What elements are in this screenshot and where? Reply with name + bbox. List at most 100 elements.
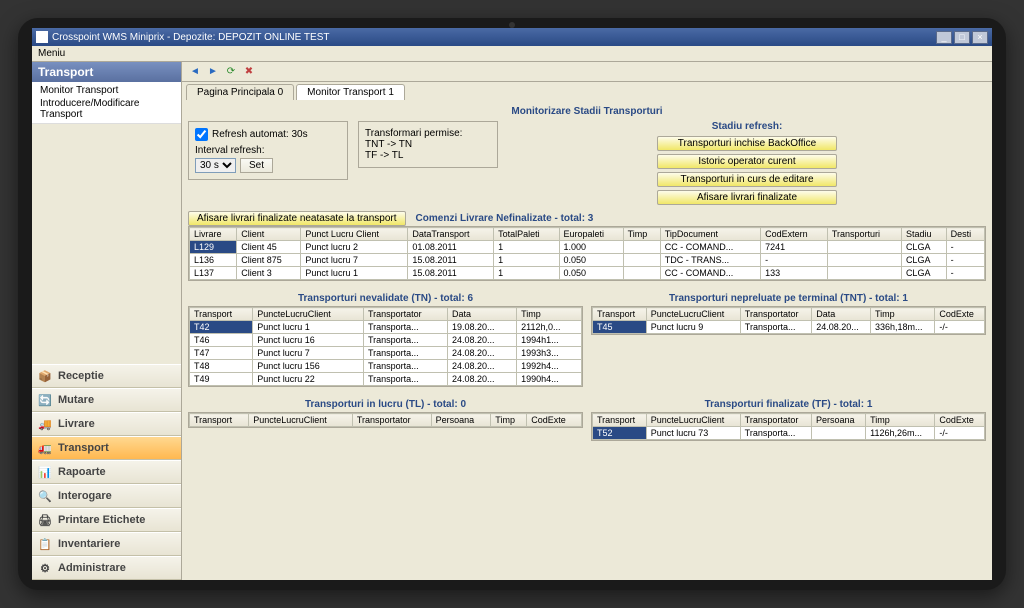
nav-icon: 📋 xyxy=(38,537,52,551)
transform-group: Transformari permise: TNT -> TN TF -> TL xyxy=(358,121,498,168)
column-header[interactable]: CodExte xyxy=(935,308,985,321)
column-header[interactable]: Timp xyxy=(517,308,582,321)
table-row[interactable]: T52Punct lucru 73Transporta...1126h,26m.… xyxy=(593,427,985,440)
column-header[interactable]: PuncteLucruClient xyxy=(249,414,353,427)
column-header[interactable]: PuncteLucruClient xyxy=(646,414,740,427)
close-button[interactable]: × xyxy=(972,31,988,44)
nav-item-transport[interactable]: 🚛Transport xyxy=(32,436,181,460)
column-header[interactable]: Timp xyxy=(870,308,934,321)
forward-icon[interactable]: ► xyxy=(206,65,220,79)
column-header[interactable]: CodExte xyxy=(527,414,582,427)
tn-title: Transporturi nevalidate (TN) - total: 6 xyxy=(188,293,583,304)
column-header[interactable]: Desti xyxy=(946,228,984,241)
nav-item-printare-etichete[interactable]: 🖨Printare Etichete xyxy=(32,508,181,532)
table-cell xyxy=(623,267,660,280)
table-cell: T48 xyxy=(190,360,253,373)
column-header[interactable]: Europaleti xyxy=(559,228,623,241)
column-header[interactable]: PuncteLucruClient xyxy=(253,308,364,321)
status-button[interactable]: Afisare livrari finalizate xyxy=(657,190,837,205)
column-header[interactable]: Timp xyxy=(491,414,527,427)
table-cell xyxy=(827,254,901,267)
afisare-livrari-button[interactable]: Afisare livrari finalizate neatasate la … xyxy=(188,211,406,226)
column-header[interactable]: Transport xyxy=(190,414,249,427)
nav-item-inventariere[interactable]: 📋Inventariere xyxy=(32,532,181,556)
sidebar-tree: Monitor Transport Introducere/Modificare… xyxy=(32,82,181,124)
status-button[interactable]: Transporturi in curs de editare xyxy=(657,172,837,187)
column-header[interactable]: CodExte xyxy=(935,414,985,427)
tf-grid[interactable]: TransportPuncteLucruClientTransportatorP… xyxy=(592,413,985,440)
column-header[interactable]: Transport xyxy=(190,308,253,321)
column-header[interactable]: Transportator xyxy=(352,414,431,427)
nav-item-livrare[interactable]: 🚚Livrare xyxy=(32,412,181,436)
table-cell: - xyxy=(946,254,984,267)
maximize-button[interactable]: □ xyxy=(954,31,970,44)
table-row[interactable]: T45Punct lucru 9Transporta...24.08.20...… xyxy=(593,321,985,334)
stop-icon[interactable]: ✖ xyxy=(242,65,256,79)
table-row[interactable]: T47Punct lucru 7Transporta...24.08.20...… xyxy=(190,347,582,360)
column-header[interactable]: CodExtern xyxy=(761,228,828,241)
nav-item-mutare[interactable]: 🔄Mutare xyxy=(32,388,181,412)
column-header[interactable]: TipDocument xyxy=(660,228,760,241)
minimize-button[interactable]: _ xyxy=(936,31,952,44)
tree-item-monitor[interactable]: Monitor Transport xyxy=(32,84,181,97)
table-cell xyxy=(623,254,660,267)
column-header[interactable]: Persoana xyxy=(431,414,491,427)
tab-monitor-transport[interactable]: Monitor Transport 1 xyxy=(296,84,405,100)
back-icon[interactable]: ◄ xyxy=(188,65,202,79)
column-header[interactable]: Livrare xyxy=(190,228,237,241)
nav-label: Administrare xyxy=(58,562,126,574)
nav-label: Mutare xyxy=(58,394,94,406)
column-header[interactable]: Stadiu xyxy=(901,228,946,241)
tab-pagina-principala[interactable]: Pagina Principala 0 xyxy=(186,84,294,100)
table-row[interactable]: T46Punct lucru 16Transporta...24.08.20..… xyxy=(190,334,582,347)
status-button[interactable]: Transporturi inchise BackOffice xyxy=(657,136,837,151)
set-button[interactable]: Set xyxy=(240,158,273,173)
table-row[interactable]: L137Client 3Punct lucru 115.08.201110.05… xyxy=(190,267,985,280)
nav-item-interogare[interactable]: 🔍Interogare xyxy=(32,484,181,508)
column-header[interactable]: DataTransport xyxy=(408,228,494,241)
column-header[interactable]: Transporturi xyxy=(827,228,901,241)
window-controls: _ □ × xyxy=(936,31,988,44)
column-header[interactable]: Persoana xyxy=(812,414,866,427)
table-cell: CLGA xyxy=(901,241,946,254)
refresh-auto-checkbox[interactable] xyxy=(195,128,208,141)
interval-select[interactable]: 30 s xyxy=(195,158,236,173)
comenzi-grid[interactable]: LivrareClientPunct Lucru ClientDataTrans… xyxy=(189,227,985,280)
tree-item-introducere[interactable]: Introducere/Modificare Transport xyxy=(32,97,181,121)
column-header[interactable]: Transport xyxy=(593,308,647,321)
column-header[interactable]: Client xyxy=(237,228,301,241)
status-area: Stadiu refresh: Transporturi inchise Bac… xyxy=(508,121,986,205)
column-header[interactable]: Timp xyxy=(623,228,660,241)
comenzi-grid-wrap: LivrareClientPunct Lucru ClientDataTrans… xyxy=(188,226,986,281)
table-cell: Transporta... xyxy=(363,347,447,360)
table-cell: Punct lucru 7 xyxy=(253,347,364,360)
tnt-grid[interactable]: TransportPuncteLucruClientTransportatorD… xyxy=(592,307,985,334)
menu-item-meniu[interactable]: Meniu xyxy=(38,48,65,59)
table-cell: 1990h4... xyxy=(517,373,582,386)
nav-item-administrare[interactable]: ⚙Administrare xyxy=(32,556,181,580)
column-header[interactable]: Punct Lucru Client xyxy=(301,228,408,241)
column-header[interactable]: Transportator xyxy=(363,308,447,321)
status-button[interactable]: Istoric operator curent xyxy=(657,154,837,169)
table-row[interactable]: L136Client 875Punct lucru 715.08.201110.… xyxy=(190,254,985,267)
tn-grid[interactable]: TransportPuncteLucruClientTransportatorD… xyxy=(189,307,582,386)
table-cell: - xyxy=(946,267,984,280)
column-header[interactable]: Data xyxy=(812,308,871,321)
refresh-icon[interactable]: ⟳ xyxy=(224,65,238,79)
column-header[interactable]: PuncteLucruClient xyxy=(646,308,740,321)
table-cell xyxy=(623,241,660,254)
nav-item-receptie[interactable]: 📦Receptie xyxy=(32,364,181,388)
tabs-row: Pagina Principala 0 Monitor Transport 1 xyxy=(182,82,992,100)
column-header[interactable]: Timp xyxy=(866,414,935,427)
table-row[interactable]: T49Punct lucru 22Transporta...24.08.20..… xyxy=(190,373,582,386)
table-row[interactable]: T48Punct lucru 156Transporta...24.08.20.… xyxy=(190,360,582,373)
column-header[interactable]: Transportator xyxy=(740,308,811,321)
table-row[interactable]: L129Client 45Punct lucru 201.08.201111.0… xyxy=(190,241,985,254)
column-header[interactable]: TotalPaleti xyxy=(494,228,559,241)
column-header[interactable]: Data xyxy=(448,308,517,321)
column-header[interactable]: Transport xyxy=(593,414,647,427)
column-header[interactable]: Transportator xyxy=(740,414,811,427)
nav-item-rapoarte[interactable]: 📊Rapoarte xyxy=(32,460,181,484)
tl-grid[interactable]: TransportPuncteLucruClientTransportatorP… xyxy=(189,413,582,427)
table-row[interactable]: T42Punct lucru 1Transporta...19.08.20...… xyxy=(190,321,582,334)
